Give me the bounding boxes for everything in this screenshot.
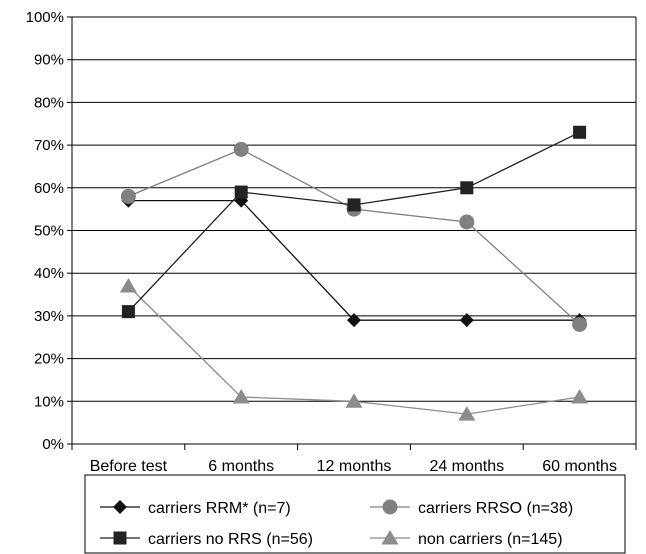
series-triangle	[119, 278, 589, 421]
x-tick-label: 6 months	[208, 458, 274, 475]
data-point-circle	[120, 188, 136, 204]
legend-marker-square	[113, 531, 127, 545]
data-point-square	[573, 125, 587, 139]
series-layer	[119, 125, 589, 421]
y-tick-label: 60%	[34, 180, 64, 197]
y-tick-label: 30%	[34, 308, 64, 325]
series-line	[127, 131, 580, 313]
y-tick-label: 40%	[34, 265, 64, 282]
legend-marker-triangle	[381, 530, 399, 545]
data-point-square	[234, 185, 248, 199]
data-point-circle	[459, 214, 475, 230]
y-tick-label: 80%	[34, 94, 64, 111]
axes	[67, 16, 637, 450]
gridlines	[72, 16, 636, 402]
data-point-triangle	[119, 278, 137, 293]
y-tick-label: 20%	[34, 351, 64, 368]
legend-item: carriers RRSO (n=38)	[370, 499, 573, 517]
y-tick-label: 70%	[34, 137, 64, 154]
legend-box	[84, 474, 626, 554]
legend-label: carriers no RRS (n=56)	[148, 531, 313, 548]
y-tick-label: 50%	[34, 223, 64, 240]
x-tick-label: 60 months	[542, 458, 617, 475]
data-point-triangle	[345, 393, 363, 408]
data-point-square	[121, 305, 135, 319]
legend-label: non carriers (n=145)	[418, 531, 563, 548]
legend-item: non carriers (n=145)	[370, 530, 563, 548]
series-circle	[120, 141, 588, 332]
y-tick-label: 100%	[26, 9, 64, 26]
legend: carriers RRM* (n=7) carriers RRSO (n=38) c…	[84, 474, 626, 554]
series-square	[121, 125, 587, 319]
y-axis-tick-labels: 0% 10% 20% 30% 40% 50% 60% 70% 80% 90% 100%	[26, 9, 64, 453]
y-tick-label: 90%	[34, 52, 64, 69]
data-point-circle	[233, 141, 249, 157]
legend-label: carriers RRSO (n=38)	[418, 500, 573, 517]
data-point-triangle	[571, 389, 589, 404]
data-point-triangle	[232, 389, 250, 404]
legend-item: carriers RRM* (n=7)	[100, 500, 291, 517]
x-tick-label: Before test	[90, 458, 168, 475]
legend-label: carriers RRM* (n=7)	[148, 500, 291, 517]
x-axis-tick-labels: Before test 6 months 12 months 24 months 60 …	[90, 458, 617, 475]
data-point-diamond	[347, 313, 361, 328]
data-point-square	[347, 198, 361, 212]
legend-marker-circle	[382, 499, 398, 515]
data-point-circle	[572, 316, 588, 332]
data-point-diamond	[459, 313, 474, 328]
y-tick-label: 10%	[34, 393, 64, 410]
series-line	[128, 148, 581, 325]
legend-marker-diamond	[113, 500, 127, 514]
data-point-triangle	[458, 406, 476, 421]
y-tick-label: 0%	[42, 436, 64, 453]
legend-item: carriers no RRS (n=56)	[100, 531, 313, 548]
x-tick-label: 12 months	[317, 458, 392, 475]
series-line	[128, 199, 580, 321]
data-point-square	[460, 181, 474, 195]
x-tick-label: 24 months	[429, 458, 504, 475]
